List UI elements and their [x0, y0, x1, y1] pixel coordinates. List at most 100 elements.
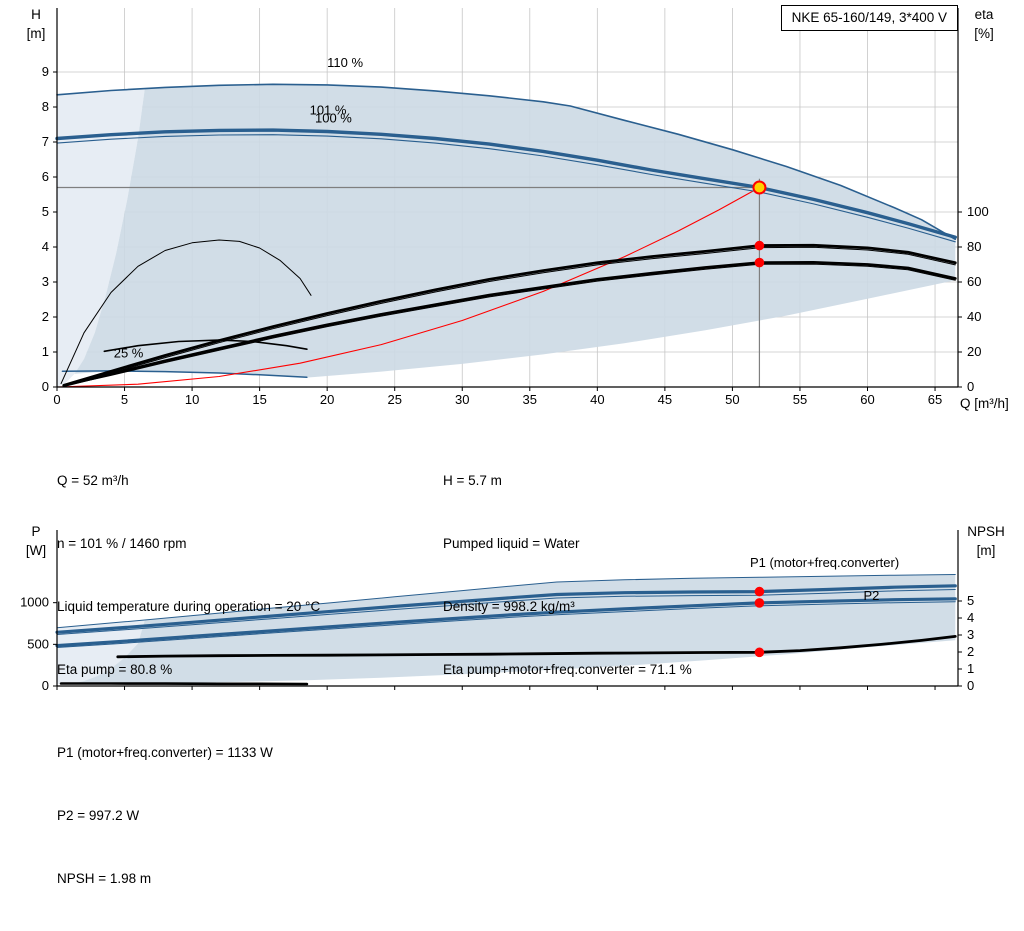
- p2-100pct: [56, 601, 956, 648]
- label-p1: P1 (motor+freq.converter): [750, 555, 899, 570]
- qh-eta-chart: 0 5 10 15 20 25 30 35 40 45 50 55 60 6501234567890204…: [42, 8, 989, 407]
- p1-100pct: [56, 589, 956, 635]
- eta-axis-unit: [%]: [974, 26, 994, 41]
- npsh-axis-symbol: NPSH: [967, 524, 1005, 539]
- NPSH-tick-label: 2: [967, 644, 974, 659]
- x-tick-label: 10: [185, 392, 199, 407]
- P-tick-label: 500: [27, 636, 49, 651]
- envelope-main: [74, 84, 956, 378]
- x-tick-label: 20: [320, 392, 334, 407]
- H-tick-label: 5: [42, 204, 49, 219]
- head-axis-symbol: H: [31, 7, 41, 22]
- H-tick-label: 3: [42, 274, 49, 289]
- power-npsh-chart: 0 500 1000 0 1 2 3 4 5 P1 (motor+freq.converter) P…: [20, 530, 974, 693]
- eta-tick-label: 0: [967, 379, 974, 394]
- power-envelope-light: [57, 620, 145, 684]
- result-eta-pump: Eta pump = 80.8 %: [57, 662, 173, 677]
- x-tick-label: 30: [455, 392, 469, 407]
- curve-101pct: [55, 128, 957, 239]
- flow-axis-title: Q [m³/h]: [960, 396, 1009, 411]
- result-npsh: NPSH = 1.98 m: [57, 871, 152, 886]
- H-tick-label: 9: [42, 64, 49, 79]
- P-tick-label: 0: [42, 678, 49, 693]
- duty-point[interactable]: [752, 180, 767, 195]
- pump-title-box: NKE 65-160/149, 3*400 V: [780, 5, 958, 31]
- H-tick-label: 0: [42, 379, 49, 394]
- curve-25pct: [61, 370, 308, 378]
- power-results: P1 (motor+freq.converter) = 1133 W P2 = …: [57, 700, 273, 931]
- result-flow: Q = 52 m³/h: [57, 473, 129, 488]
- duty-results-left: Q = 52 m³/h n = 101 % / 1460 rpm Liquid …: [57, 428, 320, 722]
- eta-tick-label: 20: [967, 344, 981, 359]
- curve-110pct: [56, 83, 957, 241]
- eta-total-thin: [63, 263, 956, 387]
- H-tick-label: 6: [42, 169, 49, 184]
- power-axis-symbol: P: [31, 524, 41, 539]
- p1-110pct: [56, 574, 956, 629]
- label-101pct: 101 %: [310, 103, 347, 118]
- duty-results-right: H = 5.7 m Pumped liquid = Water Density …: [443, 428, 692, 722]
- x-tick-label: 40: [590, 392, 604, 407]
- p2-point: [754, 598, 765, 608]
- eta-axis-title: eta [%]: [962, 5, 1006, 43]
- eta-pump: [62, 243, 957, 387]
- result-density: Density = 998.2 kg/m³: [443, 599, 575, 614]
- label-100pct: 100 %: [315, 110, 352, 125]
- P-tick-label: 1000: [20, 595, 49, 610]
- NPSH-tick-label: 1: [967, 661, 974, 676]
- result-pumped-liquid: Pumped liquid = Water: [443, 536, 580, 551]
- result-head: H = 5.7 m: [443, 473, 502, 488]
- eta-tick-label: 60: [967, 274, 981, 289]
- x-tick-label: 0: [53, 392, 60, 407]
- npsh-axis-unit: [m]: [976, 543, 996, 558]
- eta-total-point: [754, 257, 765, 268]
- x-tick-label: 45: [658, 392, 672, 407]
- system-curve: [56, 186, 760, 388]
- eta-tick-label: 40: [967, 309, 981, 324]
- label-p2: P2: [863, 588, 879, 603]
- NPSH-tick-label: 4: [967, 610, 974, 625]
- head-axis-title: H [m]: [16, 5, 56, 43]
- x-tick-label: 5: [121, 392, 128, 407]
- H-tick-label: 7: [42, 134, 49, 149]
- NPSH-tick-label: 5: [967, 593, 974, 608]
- result-p1: P1 (motor+freq.converter) = 1133 W: [57, 745, 273, 760]
- power-axis-unit: [W]: [25, 543, 47, 558]
- npsh-curve: [116, 635, 957, 659]
- eta-total: [62, 260, 957, 388]
- label-110pct: 110 %: [327, 55, 363, 70]
- curve-charts-canvas: 0 5 10 15 20 25 30 35 40 45 50 55 60 6501234567890204…: [20, 8, 989, 693]
- result-liquid-temp: Liquid temperature during operation = 20…: [57, 599, 321, 614]
- NPSH-tick-label: 3: [967, 627, 974, 642]
- npsh-axis-title: NPSH [m]: [956, 522, 1016, 560]
- power-axis-title: P [W]: [14, 522, 58, 560]
- eta-pump-thin: [63, 246, 956, 387]
- eta-tick-label: 80: [967, 239, 981, 254]
- result-speed: n = 101 % / 1460 rpm: [57, 536, 187, 551]
- x-tick-label: 15: [252, 392, 266, 407]
- eta-tick-label: 100: [967, 204, 989, 219]
- envelope-light: [57, 88, 145, 388]
- result-p2: P2 = 997.2 W: [57, 808, 140, 823]
- curve-100pct: [56, 134, 956, 243]
- x-tick-label: 35: [523, 392, 537, 407]
- eta-axis-symbol: eta: [974, 7, 994, 22]
- H-tick-label: 8: [42, 99, 49, 114]
- H-tick-label: 4: [42, 239, 49, 254]
- eta-arc-reduced-speed: [60, 239, 312, 384]
- label-25pct: 25 %: [114, 345, 144, 360]
- H-tick-label: 2: [42, 309, 49, 324]
- H-tick-label: 1: [42, 344, 49, 359]
- x-tick-label: 25: [387, 392, 401, 407]
- x-tick-label: 65: [928, 392, 942, 407]
- eta-pump-point: [754, 240, 765, 251]
- x-tick-label: 50: [725, 392, 739, 407]
- p1-curve: [55, 584, 957, 634]
- head-axis-unit: [m]: [26, 26, 46, 41]
- p2-curve: [55, 597, 957, 648]
- npsh-point: [754, 647, 765, 658]
- NPSH-tick-label: 0: [967, 678, 974, 693]
- p1-point: [754, 586, 765, 597]
- x-tick-label: 55: [793, 392, 807, 407]
- result-eta-total: Eta pump+motor+freq.converter = 71.1 %: [443, 662, 692, 677]
